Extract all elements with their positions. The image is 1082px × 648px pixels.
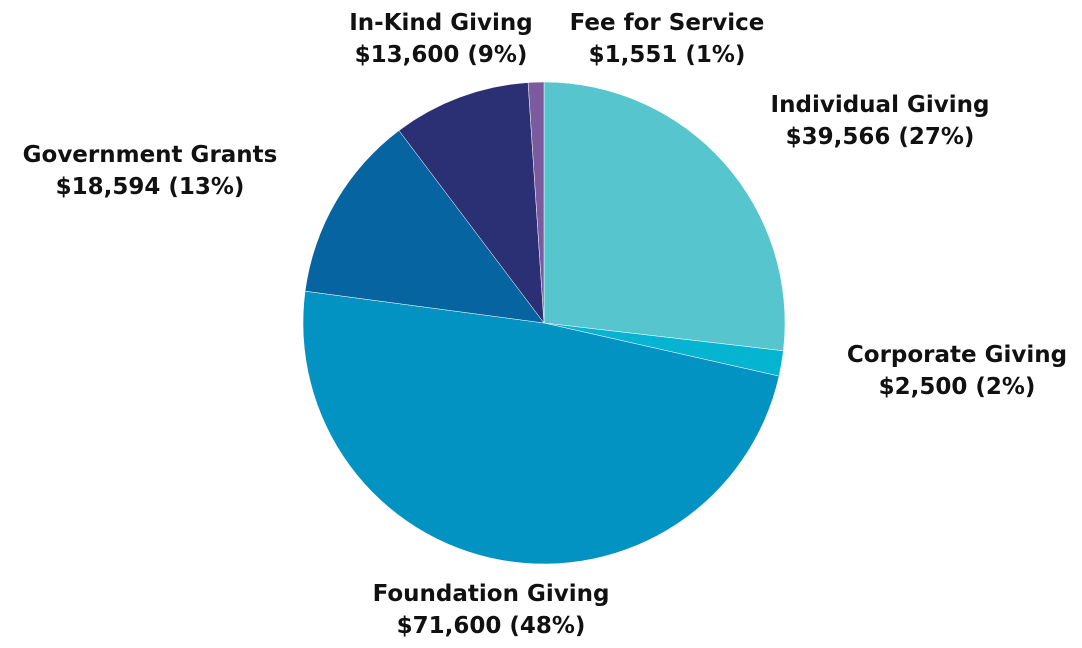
slice-fee-for-service bbox=[527, 81, 545, 324]
label-in-kind-giving-value: $13,600 (9%) bbox=[354, 42, 528, 68]
slice-individual-giving bbox=[543, 81, 786, 352]
label-fee-for-service-value: $1,551 (1%) bbox=[588, 42, 746, 68]
label-corporate-giving-name: Corporate Giving bbox=[846, 342, 1068, 368]
slice-foundation-giving bbox=[302, 290, 780, 565]
slice-government-grants bbox=[304, 130, 545, 324]
label-corporate-giving: Corporate Giving $2,500 (2%) bbox=[847, 339, 1067, 403]
label-government-grants-name: Government Grants bbox=[22, 142, 278, 168]
label-foundation-giving: Foundation Giving $71,600 (48%) bbox=[373, 578, 610, 642]
label-foundation-giving-value: $71,600 (48%) bbox=[396, 613, 586, 639]
label-foundation-giving-name: Foundation Giving bbox=[372, 581, 610, 607]
label-individual-giving-name: Individual Giving bbox=[770, 92, 990, 118]
label-government-grants-value: $18,594 (13%) bbox=[55, 174, 245, 200]
label-corporate-giving-value: $2,500 (2%) bbox=[878, 374, 1036, 400]
label-fee-for-service: Fee for Service $1,551 (1%) bbox=[570, 7, 765, 71]
label-government-grants: Government Grants $18,594 (13%) bbox=[23, 139, 278, 203]
label-fee-for-service-name: Fee for Service bbox=[569, 10, 765, 36]
label-in-kind-giving: In-Kind Giving $13,600 (9%) bbox=[349, 7, 533, 71]
label-individual-giving-value: $39,566 (27%) bbox=[785, 124, 975, 150]
label-individual-giving: Individual Giving $39,566 (27%) bbox=[771, 89, 990, 153]
label-in-kind-giving-name: In-Kind Giving bbox=[349, 10, 533, 36]
slice-in-kind-giving bbox=[398, 82, 545, 324]
